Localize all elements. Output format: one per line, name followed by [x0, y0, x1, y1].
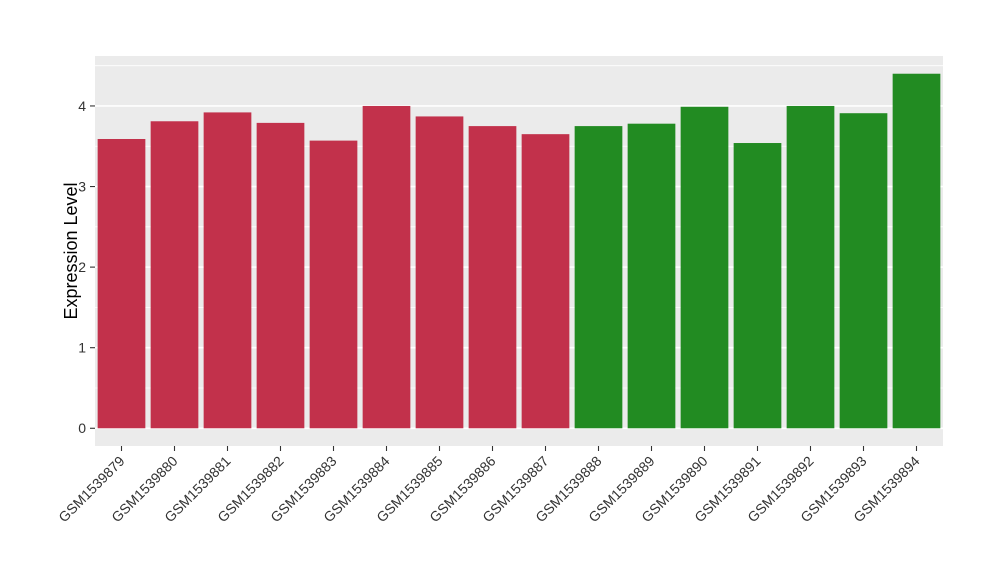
bars-layer	[97, 73, 941, 429]
bar-GSM1539880	[150, 121, 199, 429]
y-tick-label: 3	[78, 178, 86, 194]
bar-GSM1539887	[521, 134, 570, 429]
bar-GSM1539883	[309, 140, 358, 429]
bar-GSM1539894	[892, 73, 941, 429]
bar-GSM1539892	[786, 105, 835, 429]
bar-GSM1539893	[839, 113, 888, 429]
y-tick-label: 1	[78, 340, 86, 356]
bar-GSM1539891	[733, 143, 782, 429]
bar-GSM1539889	[627, 123, 676, 429]
bar-GSM1539885	[415, 116, 464, 429]
bar-GSM1539890	[680, 106, 729, 429]
bar-GSM1539888	[574, 126, 623, 429]
bar-GSM1539884	[362, 105, 411, 429]
bar-GSM1539882	[256, 122, 305, 429]
bar-GSM1539879	[97, 138, 146, 429]
bar-GSM1539881	[203, 112, 252, 429]
y-axis-title: Expression Level	[61, 182, 81, 319]
y-tick-label: 0	[78, 420, 86, 436]
y-tick-label: 4	[78, 98, 86, 114]
bar-GSM1539886	[468, 126, 517, 429]
y-tick-label: 2	[78, 259, 86, 275]
